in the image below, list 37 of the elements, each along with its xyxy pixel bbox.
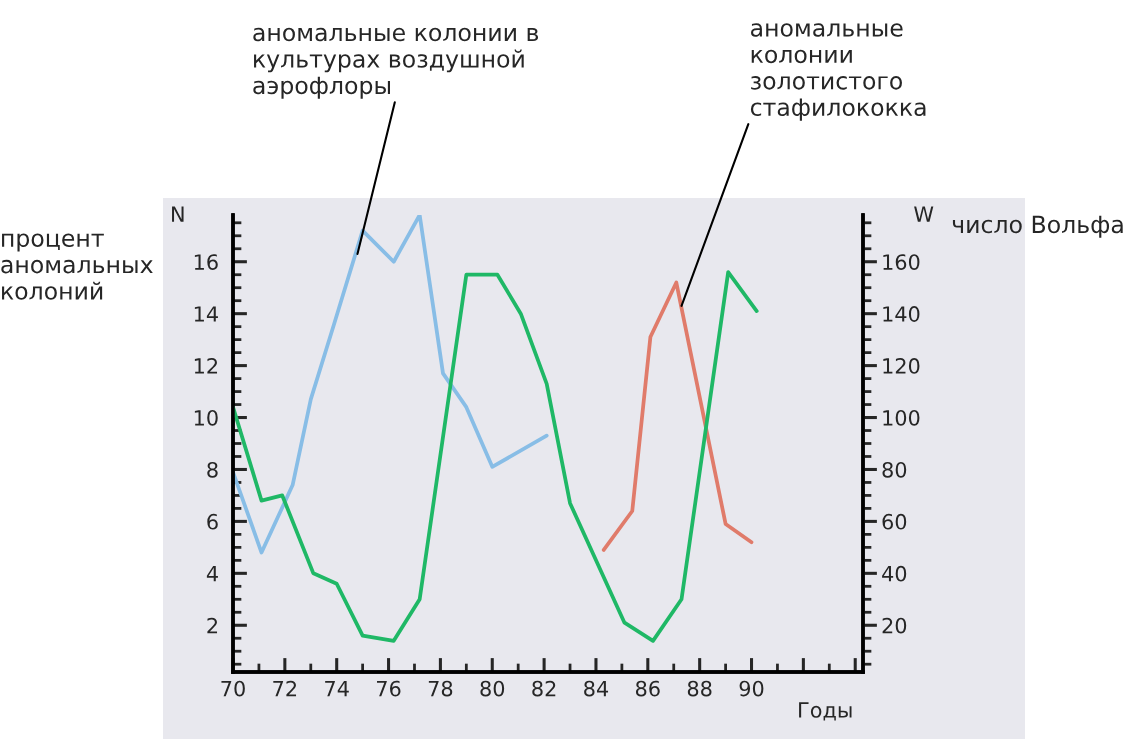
x-tick-label: 78 xyxy=(428,680,453,697)
text: N xyxy=(172,206,184,222)
y2-axis-title: число Вольфа xyxy=(952,215,1123,238)
y-tick-label: 2 xyxy=(207,617,218,634)
y-tick-label: 4 xyxy=(206,566,218,582)
x-tick-label: 74 xyxy=(325,680,349,697)
y-tick-label: 12 xyxy=(194,358,218,374)
line-series xyxy=(601,280,754,552)
x-tick-label: 84 xyxy=(584,680,609,697)
y-tick-label: 14 xyxy=(194,306,218,322)
y2-tick-label: 100 xyxy=(883,409,920,426)
x-tick-label: 90 xyxy=(739,680,764,697)
y2-tick-label: 140 xyxy=(883,306,920,322)
x-tick-label: 72 xyxy=(273,680,297,697)
y2-tick-label: 80 xyxy=(882,461,907,478)
x-tick-label: 88 xyxy=(687,680,712,697)
y2-tick-label: 60 xyxy=(882,513,907,530)
y-tick-label: 10 xyxy=(194,409,218,426)
y2-tick-label: 40 xyxy=(882,565,907,582)
y2-tick-label: 160 xyxy=(883,254,920,270)
x-tick-label: 70 xyxy=(221,680,245,697)
line-series xyxy=(233,215,549,555)
y-tick-label: 8 xyxy=(207,461,218,478)
y-tick-label: 6 xyxy=(207,513,218,530)
x-tick-label: 80 xyxy=(480,680,505,697)
annotation: аномальные колонии в культурах воздушной аэрофлоры xyxy=(253,27,539,99)
annotation: аномальные колонии золотистого стафилококка xyxy=(750,23,926,121)
text: W xyxy=(914,206,934,222)
x-tick-label: 82 xyxy=(532,680,556,697)
y2-tick-label: 120 xyxy=(883,358,920,374)
y-axis-title: процент аномальных колоний xyxy=(1,233,153,300)
line-series xyxy=(233,270,759,643)
x-axis-title: Годы xyxy=(799,702,852,721)
y2-tick-label: 20 xyxy=(882,617,907,634)
x-tick-label: 76 xyxy=(377,680,401,697)
y-tick-label: 16 xyxy=(194,254,218,270)
x-tick-label: 86 xyxy=(635,680,660,697)
